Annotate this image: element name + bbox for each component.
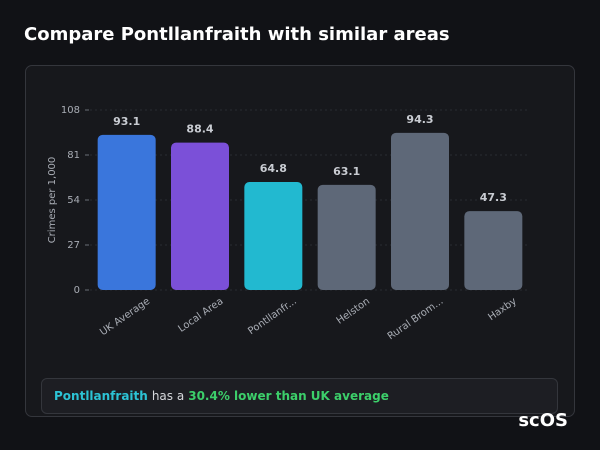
y-axis-label: Crimes per 1,000 xyxy=(47,157,58,244)
summary-area: Pontllanfraith xyxy=(54,389,148,403)
logo: scOS xyxy=(518,410,568,431)
value-label: 94.3 xyxy=(406,113,433,126)
y-tick-label: 108 xyxy=(61,105,80,116)
summary-text: has a xyxy=(151,389,185,403)
x-tick-label: Local Area xyxy=(176,296,225,335)
summary-highlight: 30.4% lower than UK average xyxy=(188,389,389,403)
value-label: 63.1 xyxy=(333,165,360,178)
bar xyxy=(391,132,449,290)
bar xyxy=(464,211,523,290)
bar xyxy=(317,184,376,290)
x-tick-label: UK Average xyxy=(98,296,152,338)
y-tick-label: 27 xyxy=(67,240,80,251)
value-label: 64.8 xyxy=(260,162,287,175)
bar xyxy=(171,142,229,290)
value-label: 88.4 xyxy=(186,123,213,136)
y-tick-label: 0 xyxy=(74,285,80,296)
x-tick-label: Helston xyxy=(335,296,372,327)
summary: Pontllanfraith has a 30.4% lower than UK a… xyxy=(41,378,558,414)
page-title: Compare Pontllanfraith with similar area… xyxy=(24,24,450,45)
y-tick-label: 81 xyxy=(67,150,80,161)
y-tick-label: 54 xyxy=(67,195,80,206)
x-tick-label: Pontllanfr... xyxy=(246,296,298,337)
value-label: 47.3 xyxy=(480,191,507,204)
bar xyxy=(97,134,156,290)
value-label: 93.1 xyxy=(113,115,140,128)
x-tick-label: Rural Brom... xyxy=(386,296,446,342)
x-tick-label: Haxby xyxy=(486,296,518,323)
bar xyxy=(244,182,303,290)
